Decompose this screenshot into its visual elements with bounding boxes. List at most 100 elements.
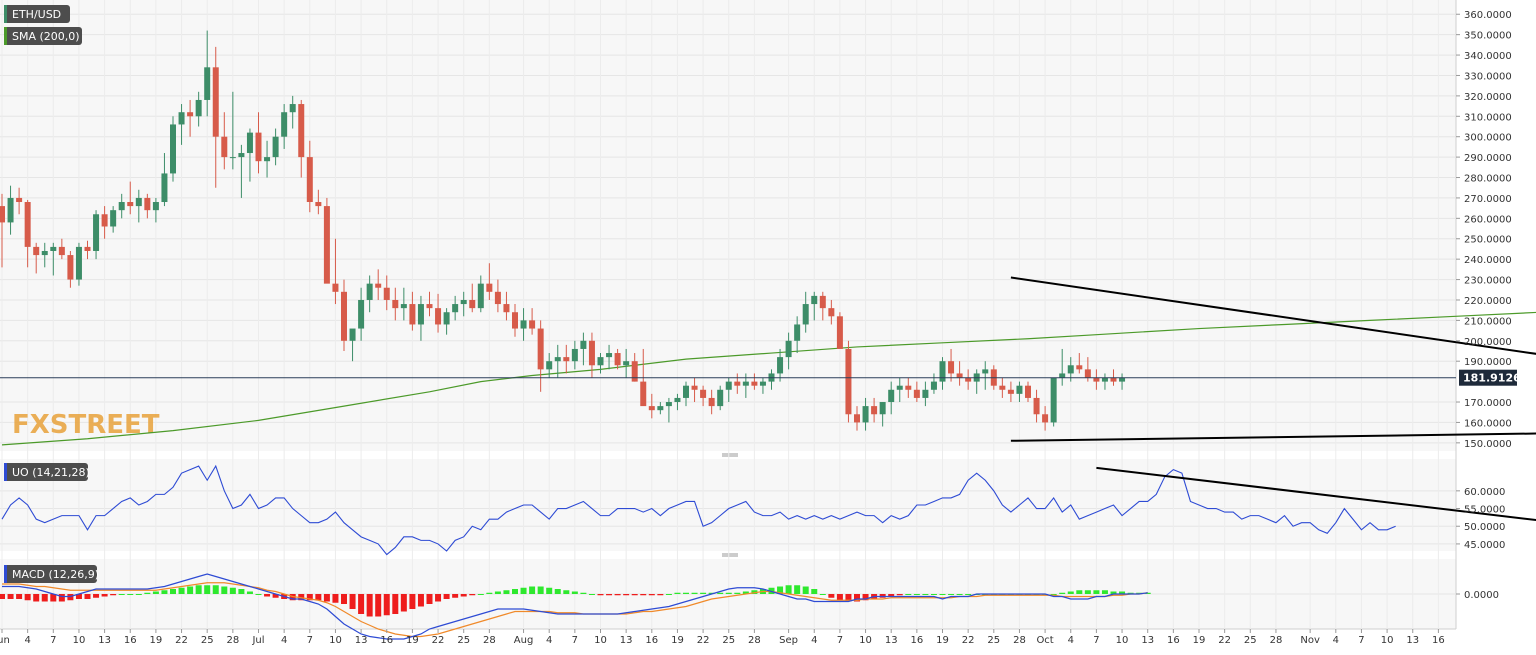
divider-handle-2[interactable] <box>722 553 738 557</box>
x-tick-label: 25 <box>722 635 735 646</box>
x-tick-label: 22 <box>175 635 188 646</box>
candle-body <box>854 414 860 423</box>
legend-uo[interactable]: UO (14,21,28) <box>4 463 90 481</box>
candle <box>1076 353 1083 374</box>
candle <box>281 104 288 149</box>
macd-histogram-bar <box>648 594 655 596</box>
candle <box>161 153 168 207</box>
candle-body <box>67 255 74 280</box>
y-tick-label: 280.0000 <box>1464 174 1512 185</box>
x-tick-label: 25 <box>987 635 1000 646</box>
macd-histogram-bar <box>366 594 373 617</box>
legend-eth-usd-label: ETH/USD <box>12 8 61 21</box>
candle <box>50 242 57 276</box>
candle-body <box>520 320 527 329</box>
candle <box>1025 381 1031 403</box>
candle <box>383 275 390 311</box>
candle <box>546 353 553 378</box>
x-tick-label: 28 <box>226 635 239 646</box>
x-tick-label: 19 <box>406 635 419 646</box>
candle-body <box>759 381 766 386</box>
candle-body <box>161 173 168 203</box>
candle <box>75 242 82 286</box>
x-tick-label: 4 <box>1333 635 1339 646</box>
candle <box>836 312 843 349</box>
macd-histogram-bar <box>1084 590 1091 594</box>
candle-body <box>435 308 442 325</box>
candle-body <box>614 353 621 366</box>
candle-body <box>563 357 570 362</box>
candle-body <box>238 153 245 158</box>
candle <box>272 128 279 166</box>
candle-body <box>332 283 339 292</box>
divider-handle-1[interactable] <box>722 453 738 457</box>
x-tick-label: 16 <box>124 635 137 646</box>
x-tick-label: Sep <box>779 635 798 646</box>
legend-sma[interactable]: SMA (200,0) <box>4 27 82 45</box>
candle-body <box>888 389 895 403</box>
candle-body <box>546 361 553 370</box>
macd-histogram-bar <box>580 592 587 594</box>
candle <box>93 210 100 260</box>
candle <box>170 116 176 182</box>
candle <box>777 348 784 382</box>
x-tick-label: 4 <box>811 635 817 646</box>
macd-histogram-bar <box>469 594 476 596</box>
candle <box>118 193 125 219</box>
candle-body <box>118 202 125 211</box>
candle <box>486 263 493 300</box>
macd-histogram-bar <box>332 594 339 603</box>
candle-body <box>939 361 946 382</box>
candle <box>400 287 407 321</box>
candle <box>255 112 262 174</box>
candle-body <box>1042 414 1049 423</box>
candle <box>110 206 117 233</box>
macd-histogram-bar <box>358 594 365 614</box>
candle <box>785 332 792 370</box>
last-price-tag: 181.91265 <box>1459 369 1528 386</box>
candle <box>1016 381 1023 403</box>
y-tick-label: 50.0000 <box>1464 522 1505 533</box>
candle-body <box>375 283 382 288</box>
legend-macd[interactable]: MACD (12,26,9) <box>4 565 99 583</box>
candle-body <box>674 397 681 403</box>
x-tick-label: 10 <box>73 635 86 646</box>
candle <box>597 353 604 374</box>
macd-histogram-bar <box>409 594 416 609</box>
macd-histogram-bar <box>221 586 228 594</box>
macd-histogram-bar <box>1136 592 1143 594</box>
candle <box>195 91 202 127</box>
macd-histogram-bar <box>623 594 630 596</box>
x-tick-label: 19 <box>936 635 949 646</box>
x-tick-label: 25 <box>1244 635 1257 646</box>
macd-histogram-bar <box>683 592 689 594</box>
legend-eth-usd[interactable]: ETH/USD <box>4 5 70 23</box>
sma-200-line <box>1 311 1536 446</box>
uo-series <box>1 464 1536 556</box>
candle-body <box>691 385 698 390</box>
candle <box>554 344 561 378</box>
macd-histogram-bar <box>665 594 672 595</box>
x-tick-label: 16 <box>380 635 393 646</box>
macd-zero-label: 0.0000 <box>1464 590 1499 601</box>
macd-histogram-bar <box>597 594 604 596</box>
x-axis-labels: Jun 4 7 10 13 16 19 22 25 28 Jul 4 7 10 13 16 19 22 25 28 Au… <box>0 629 1445 646</box>
macd-histogram-bar <box>272 594 279 598</box>
macd-histogram-bar <box>229 587 236 594</box>
candle-body <box>101 214 108 227</box>
candle <box>640 348 647 407</box>
candle-body <box>1093 377 1100 382</box>
candle-body <box>1067 365 1074 374</box>
candle-body <box>537 328 544 370</box>
x-tick-label: 28 <box>1013 635 1026 646</box>
macd-histogram-bar <box>417 594 424 607</box>
candle <box>306 140 313 213</box>
x-tick-label: 22 <box>432 635 445 646</box>
candle-body <box>896 385 903 390</box>
candle <box>845 340 852 423</box>
macd-histogram-bar <box>383 594 390 616</box>
candle <box>648 393 655 419</box>
candle <box>289 95 296 129</box>
candle-body <box>811 295 818 305</box>
